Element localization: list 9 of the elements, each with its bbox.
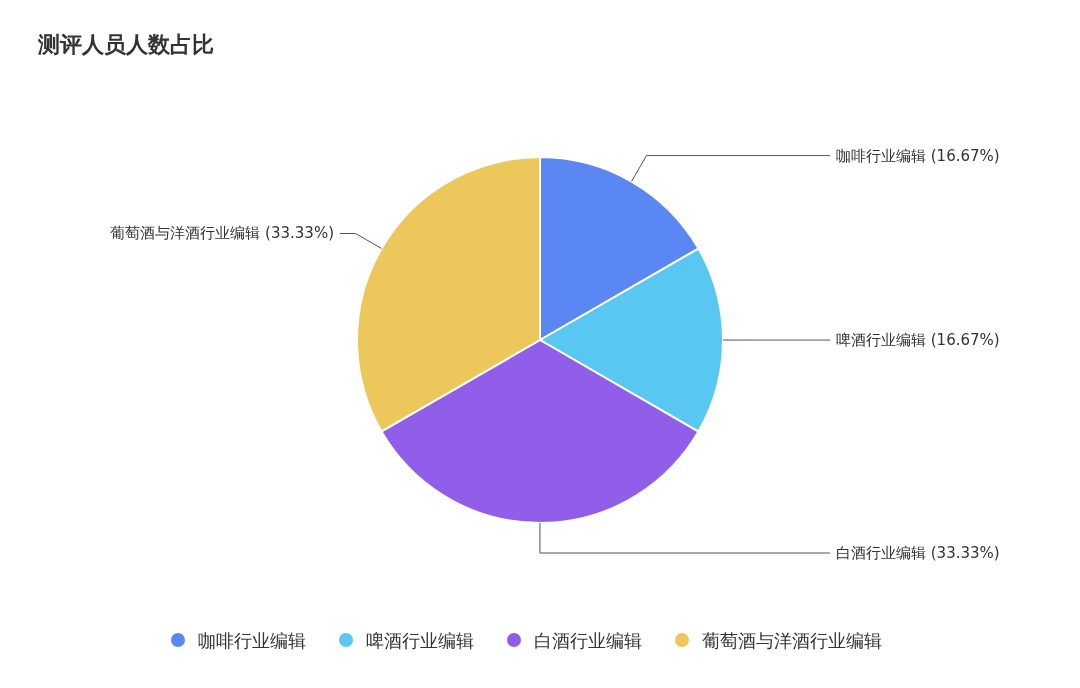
data-label: 啤酒行业编辑 (16.67%) (836, 331, 1000, 350)
legend-label: 白酒行业编辑 (534, 630, 642, 651)
chart-title: 测评人员人数占比 (37, 32, 214, 57)
data-label: 葡萄酒与洋酒行业编辑 (33.33%) (110, 224, 334, 243)
data-label: 咖啡行业编辑 (16.67%) (836, 146, 1000, 165)
legend-label: 咖啡行业编辑 (198, 630, 306, 651)
legend-label: 啤酒行业编辑 (366, 630, 474, 651)
legend-label: 葡萄酒与洋酒行业编辑 (702, 630, 882, 651)
data-label: 白酒行业编辑 (33.33%) (836, 544, 1000, 562)
